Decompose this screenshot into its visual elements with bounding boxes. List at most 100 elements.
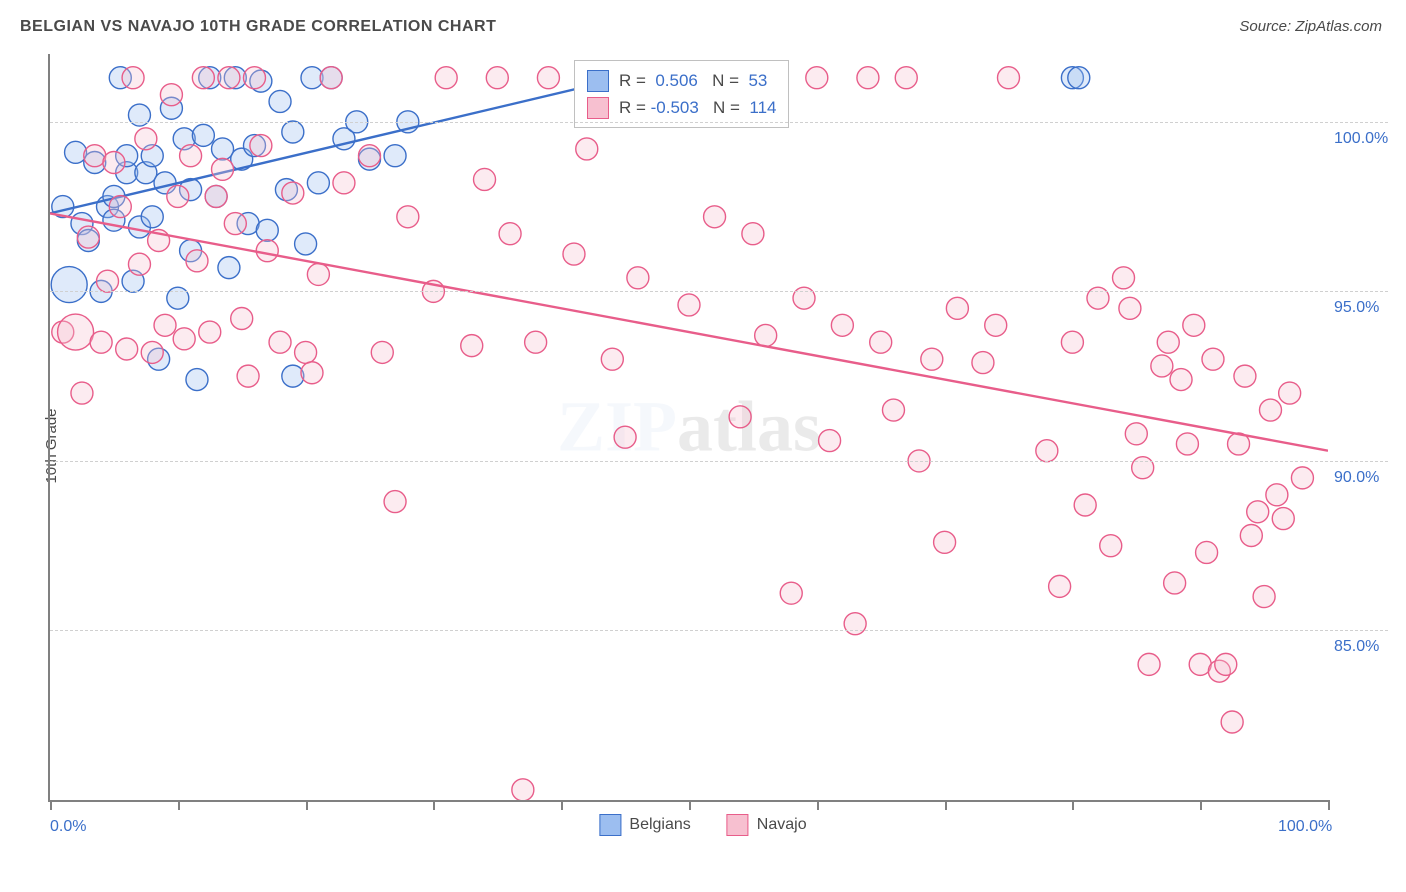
data-point-navajo <box>998 67 1020 89</box>
data-point-navajo <box>154 314 176 336</box>
data-point-navajo <box>1061 331 1083 353</box>
data-point-belgians <box>282 365 304 387</box>
legend-label: Belgians <box>629 816 690 833</box>
data-point-belgians <box>269 90 291 112</box>
data-point-navajo <box>780 582 802 604</box>
chart-title: BELGIAN VS NAVAJO 10TH GRADE CORRELATION… <box>20 18 496 36</box>
data-point-belgians <box>192 124 214 146</box>
data-point-navajo <box>1036 440 1058 462</box>
data-point-navajo <box>90 331 112 353</box>
data-point-navajo <box>1157 331 1179 353</box>
data-point-navajo <box>474 168 496 190</box>
r-label: R = <box>619 94 651 121</box>
data-point-navajo <box>295 341 317 363</box>
data-point-navajo <box>218 67 240 89</box>
x-tick <box>306 800 308 810</box>
data-point-navajo <box>806 67 828 89</box>
data-point-navajo <box>742 223 764 245</box>
data-point-navajo <box>1170 369 1192 391</box>
legend-bottom: Belgians Navajo <box>599 814 806 836</box>
y-tick-label: 90.0% <box>1334 469 1379 487</box>
data-point-navajo <box>256 240 278 262</box>
data-point-navajo <box>160 84 182 106</box>
data-point-belgians <box>295 233 317 255</box>
data-point-navajo <box>512 779 534 800</box>
stats-row-navajo: R = -0.503 N = 114 <box>587 94 777 121</box>
data-point-belgians <box>307 172 329 194</box>
gridline-h <box>50 291 1388 292</box>
legend-item-navajo: Navajo <box>727 814 807 836</box>
data-point-navajo <box>1113 267 1135 289</box>
r-label: R = <box>619 67 651 94</box>
x-tick-label: 100.0% <box>1278 818 1332 836</box>
data-point-belgians <box>51 267 87 303</box>
data-point-navajo <box>1259 399 1281 421</box>
data-point-navajo <box>601 348 623 370</box>
data-point-navajo <box>1247 501 1269 523</box>
data-point-navajo <box>320 67 342 89</box>
y-tick-label: 85.0% <box>1334 638 1379 656</box>
x-tick <box>178 800 180 810</box>
source-name: ZipAtlas.com <box>1295 18 1382 35</box>
data-point-navajo <box>435 67 457 89</box>
data-point-navajo <box>180 145 202 167</box>
legend-item-belgians: Belgians <box>599 814 690 836</box>
data-point-belgians <box>1068 67 1090 89</box>
x-tick <box>1328 800 1330 810</box>
data-point-navajo <box>882 399 904 421</box>
data-point-belgians <box>282 121 304 143</box>
data-point-navajo <box>167 185 189 207</box>
plot-svg <box>50 54 1328 800</box>
legend-swatch <box>599 814 621 836</box>
data-point-navajo <box>1266 484 1288 506</box>
n-label: N = <box>713 94 745 121</box>
plot-area: ZIPatlas R = 0.506 N = 53R = -0.503 N = … <box>48 54 1328 802</box>
data-point-navajo <box>205 185 227 207</box>
data-point-navajo <box>934 531 956 553</box>
data-point-navajo <box>250 135 272 157</box>
data-point-navajo <box>857 67 879 89</box>
data-point-navajo <box>499 223 521 245</box>
data-point-navajo <box>333 172 355 194</box>
data-point-navajo <box>614 426 636 448</box>
data-point-navajo <box>921 348 943 370</box>
data-point-navajo <box>116 338 138 360</box>
data-point-belgians <box>218 257 240 279</box>
data-point-navajo <box>1100 535 1122 557</box>
gridline-h <box>50 461 1388 462</box>
data-point-navajo <box>1234 365 1256 387</box>
stats-swatch-navajo <box>587 97 609 119</box>
data-point-navajo <box>186 250 208 272</box>
source-attribution: Source: ZipAtlas.com <box>1239 18 1382 35</box>
data-point-navajo <box>1253 586 1275 608</box>
r-value-navajo: -0.503 <box>651 94 699 121</box>
source-prefix: Source: <box>1239 18 1295 35</box>
data-point-navajo <box>627 267 649 289</box>
data-point-navajo <box>972 352 994 374</box>
data-point-belgians <box>384 145 406 167</box>
data-point-navajo <box>77 226 99 248</box>
n-value-belgians: 53 <box>744 67 768 94</box>
data-point-navajo <box>231 307 253 329</box>
data-point-navajo <box>985 314 1007 336</box>
y-tick-label: 100.0% <box>1334 130 1388 148</box>
gridline-h <box>50 122 1388 123</box>
regression-line-navajo <box>50 213 1328 450</box>
x-tick-label: 0.0% <box>50 818 86 836</box>
x-tick <box>50 800 52 810</box>
stats-row-belgians: R = 0.506 N = 53 <box>587 67 777 94</box>
data-point-navajo <box>141 341 163 363</box>
data-point-navajo <box>1215 653 1237 675</box>
correlation-stats-box: R = 0.506 N = 53R = -0.503 N = 114 <box>574 60 790 128</box>
data-point-navajo <box>1291 467 1313 489</box>
data-point-navajo <box>563 243 585 265</box>
data-point-navajo <box>173 328 195 350</box>
data-point-navajo <box>58 314 94 350</box>
data-point-navajo <box>1176 433 1198 455</box>
data-point-navajo <box>729 406 751 428</box>
data-point-navajo <box>109 196 131 218</box>
x-tick <box>561 800 563 810</box>
legend-swatch <box>727 814 749 836</box>
chart-container: BELGIAN VS NAVAJO 10TH GRADE CORRELATION… <box>0 0 1406 892</box>
data-point-navajo <box>1074 494 1096 516</box>
